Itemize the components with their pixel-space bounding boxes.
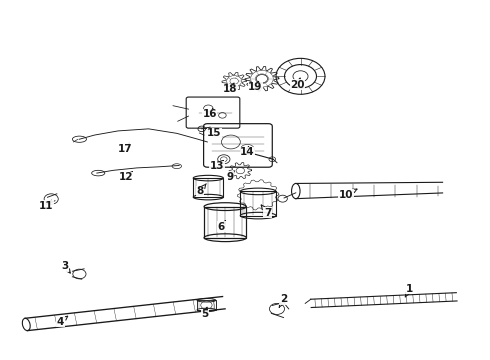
Text: 11: 11 — [39, 200, 54, 211]
Text: 19: 19 — [248, 81, 263, 93]
Bar — [193, 178, 223, 197]
Text: 3: 3 — [62, 261, 70, 273]
Text: 20: 20 — [291, 78, 305, 90]
Text: 4: 4 — [57, 316, 68, 327]
Text: 1: 1 — [405, 284, 413, 297]
Text: 9: 9 — [226, 171, 234, 181]
Text: 10: 10 — [339, 189, 357, 199]
Text: 2: 2 — [279, 294, 287, 307]
Text: 15: 15 — [207, 128, 221, 138]
Text: 8: 8 — [196, 184, 206, 196]
Text: 13: 13 — [210, 161, 224, 171]
Bar — [204, 207, 246, 238]
Text: 12: 12 — [119, 172, 134, 182]
Text: 7: 7 — [261, 205, 271, 218]
Text: 16: 16 — [202, 109, 217, 119]
Text: 17: 17 — [118, 143, 132, 154]
Text: 5: 5 — [201, 307, 209, 319]
Bar — [240, 192, 276, 216]
Bar — [197, 300, 216, 310]
Text: 6: 6 — [218, 221, 225, 231]
Text: 14: 14 — [240, 147, 255, 157]
Text: 18: 18 — [222, 83, 237, 94]
